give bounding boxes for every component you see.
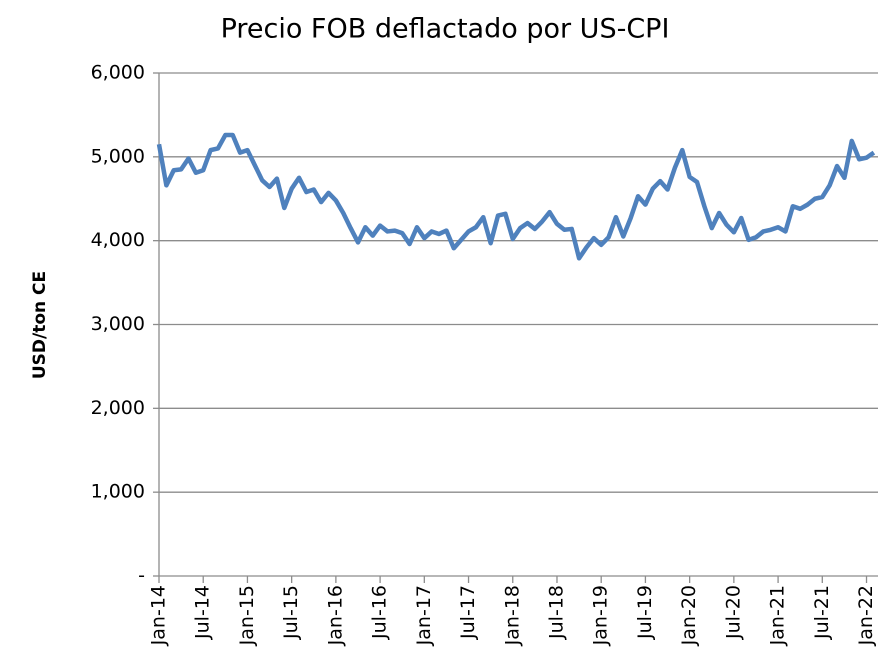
y-tick-label: 6,000 xyxy=(91,62,145,84)
y-tick-label: - xyxy=(138,565,145,587)
y-tick-label: 5,000 xyxy=(91,145,145,167)
y-tick-label: 1,000 xyxy=(91,481,145,503)
x-tick-label: Jan-21 xyxy=(767,585,789,646)
x-tick-label: Jan-15 xyxy=(236,585,258,646)
x-tick-label: Jan-17 xyxy=(413,585,435,646)
x-tick-label: Jan-19 xyxy=(590,585,612,646)
data-line xyxy=(156,132,876,261)
x-tick-label: Jan-20 xyxy=(678,585,700,646)
x-tick-label: Jul-16 xyxy=(369,585,391,640)
y-axis-label: USD/ton CE xyxy=(30,271,50,379)
x-tick-label: Jul-20 xyxy=(722,585,744,640)
x-tick-label: Jul-21 xyxy=(811,585,833,640)
x-tick-label: Jul-15 xyxy=(280,585,302,640)
x-tick-label: Jul-19 xyxy=(634,585,656,640)
x-tick-label: Jul-14 xyxy=(192,585,214,640)
x-tick-label: Jan-14 xyxy=(148,585,170,646)
y-tick-label: 3,000 xyxy=(91,313,145,335)
y-tick-label: 2,000 xyxy=(91,397,145,419)
x-tick-label: Jul-18 xyxy=(545,585,567,640)
x-tick-label: Jul-17 xyxy=(457,585,479,640)
chart-title: Precio FOB deflactado por US-CPI xyxy=(221,14,670,45)
y-tick-label: 4,000 xyxy=(91,229,145,251)
x-tick-label: Jan-22 xyxy=(855,585,877,646)
x-tick-label: Jan-16 xyxy=(324,585,346,646)
x-tick-label: Jan-18 xyxy=(501,585,523,646)
